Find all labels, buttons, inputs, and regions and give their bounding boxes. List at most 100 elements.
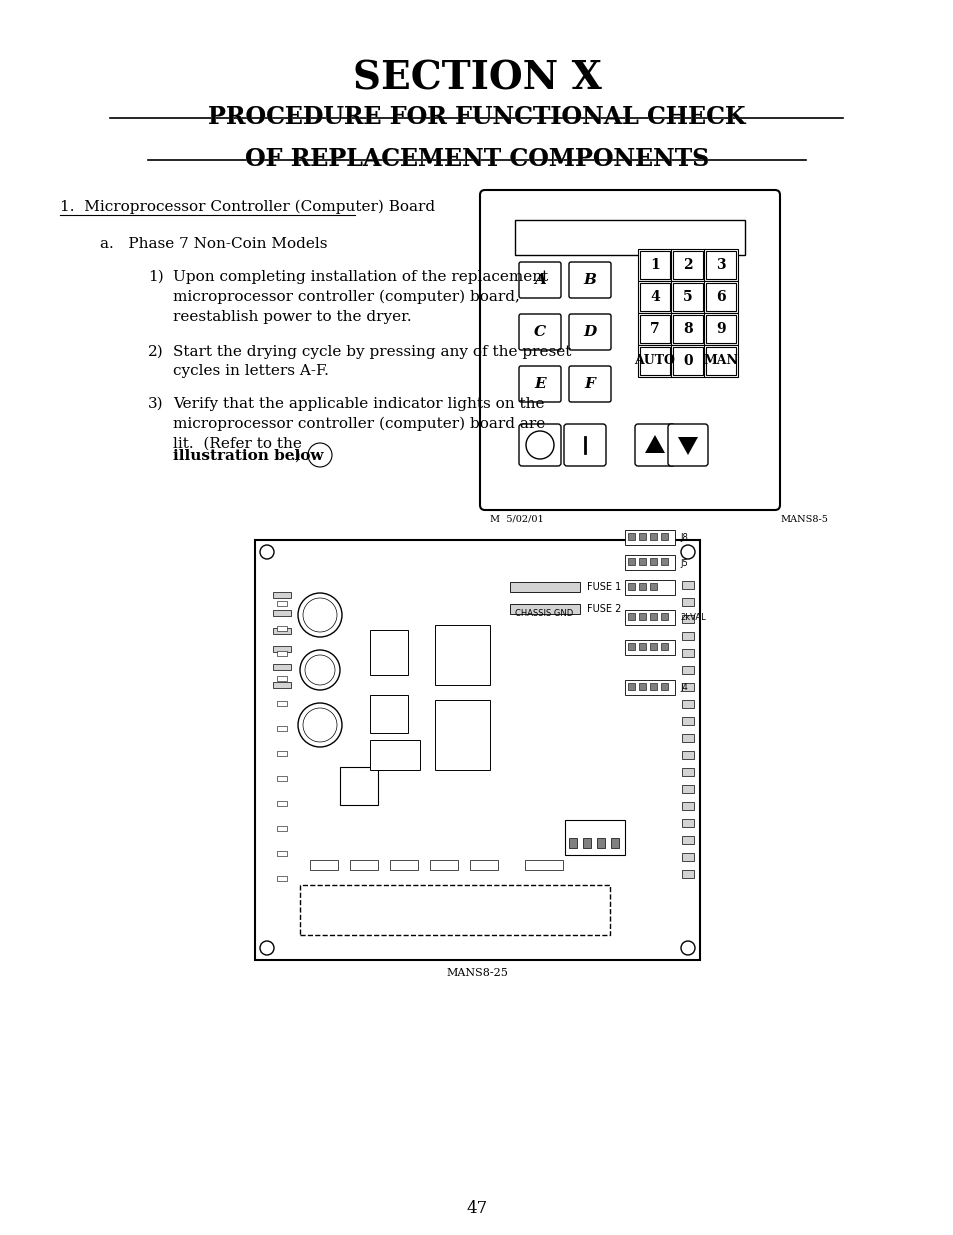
FancyBboxPatch shape: [568, 262, 610, 298]
Text: PROCEDURE FOR FUNCTIONAL CHECK: PROCEDURE FOR FUNCTIONAL CHECK: [208, 105, 745, 128]
Bar: [681, 802, 693, 810]
Bar: [610, 839, 618, 848]
Bar: [639, 613, 645, 620]
Text: OF REPLACEMENT COMPONENTS: OF REPLACEMENT COMPONENTS: [245, 147, 708, 170]
Bar: [273, 646, 291, 652]
FancyBboxPatch shape: [563, 424, 605, 466]
Bar: [681, 718, 693, 725]
FancyBboxPatch shape: [518, 366, 560, 403]
Bar: [276, 601, 287, 606]
Bar: [370, 695, 408, 734]
Text: F: F: [584, 377, 595, 391]
Text: MANS8-5: MANS8-5: [780, 515, 827, 524]
Bar: [273, 629, 291, 634]
Bar: [649, 613, 657, 620]
Bar: [624, 640, 675, 655]
Bar: [649, 583, 657, 590]
Bar: [276, 701, 287, 706]
Text: PROCEDURE FOR FUNCTIONAL CHECK: PROCEDURE FOR FUNCTIONAL CHECK: [208, 105, 745, 128]
Bar: [681, 751, 693, 760]
Text: MANS8-25: MANS8-25: [446, 968, 507, 978]
Text: FUSE 2: FUSE 2: [586, 604, 620, 614]
Bar: [430, 860, 457, 869]
Bar: [681, 632, 693, 640]
Bar: [273, 592, 291, 598]
Bar: [638, 282, 671, 312]
Bar: [681, 836, 693, 844]
Bar: [524, 860, 562, 869]
FancyBboxPatch shape: [635, 424, 675, 466]
Bar: [639, 251, 669, 279]
Bar: [470, 860, 497, 869]
Bar: [670, 312, 704, 345]
Text: 2kVAL: 2kVAL: [679, 614, 705, 622]
Bar: [681, 768, 693, 776]
Text: a.   Phase 7 Non-Coin Models: a. Phase 7 Non-Coin Models: [100, 237, 327, 251]
Bar: [627, 534, 635, 540]
Bar: [639, 347, 669, 375]
Bar: [681, 700, 693, 708]
Bar: [624, 680, 675, 695]
Bar: [681, 683, 693, 692]
Bar: [276, 876, 287, 881]
Bar: [276, 826, 287, 831]
Bar: [339, 767, 377, 805]
Text: PROCEDURE FOR FUNCTIONAL CHECK: PROCEDURE FOR FUNCTIONAL CHECK: [208, 105, 745, 128]
Bar: [672, 251, 702, 279]
Text: 1.  Microprocessor Controller (Computer) Board: 1. Microprocessor Controller (Computer) …: [60, 200, 435, 215]
Text: Verify that the applicable indicator lights on the
microprocessor controller (co: Verify that the applicable indicator lig…: [172, 396, 545, 451]
Text: 9: 9: [716, 322, 725, 336]
FancyBboxPatch shape: [568, 314, 610, 350]
Bar: [276, 676, 287, 680]
Bar: [435, 700, 490, 769]
Bar: [638, 249, 671, 282]
Bar: [705, 283, 735, 311]
Bar: [370, 630, 408, 676]
Bar: [639, 534, 645, 540]
Text: A: A: [534, 273, 545, 287]
Bar: [276, 802, 287, 806]
Bar: [276, 851, 287, 856]
Text: 47: 47: [466, 1200, 487, 1216]
Text: 1: 1: [649, 258, 659, 272]
Bar: [639, 315, 669, 343]
Text: illustration below: illustration below: [172, 450, 323, 463]
Bar: [705, 251, 735, 279]
Bar: [273, 682, 291, 688]
FancyBboxPatch shape: [518, 314, 560, 350]
Text: 5: 5: [682, 290, 692, 304]
Bar: [681, 785, 693, 793]
Bar: [703, 249, 738, 282]
Bar: [703, 345, 738, 377]
Bar: [660, 613, 667, 620]
Bar: [627, 683, 635, 690]
Bar: [276, 726, 287, 731]
Bar: [568, 839, 577, 848]
Bar: [638, 345, 671, 377]
Bar: [310, 860, 337, 869]
Bar: [515, 220, 744, 254]
Bar: [639, 558, 645, 564]
Bar: [624, 530, 675, 545]
Text: B: B: [583, 273, 596, 287]
Bar: [672, 347, 702, 375]
Text: 7: 7: [650, 322, 659, 336]
Bar: [670, 345, 704, 377]
Bar: [649, 534, 657, 540]
Bar: [660, 534, 667, 540]
Text: 8: 8: [682, 322, 692, 336]
Text: .): .): [291, 450, 301, 463]
Bar: [350, 860, 377, 869]
Bar: [681, 580, 693, 589]
FancyBboxPatch shape: [568, 366, 610, 403]
FancyBboxPatch shape: [518, 424, 560, 466]
Text: E: E: [534, 377, 545, 391]
Bar: [273, 610, 291, 616]
Text: 2): 2): [148, 345, 164, 359]
Text: 2: 2: [682, 258, 692, 272]
Bar: [705, 347, 735, 375]
Bar: [681, 615, 693, 622]
Bar: [370, 740, 419, 769]
Bar: [624, 555, 675, 571]
Bar: [660, 558, 667, 564]
